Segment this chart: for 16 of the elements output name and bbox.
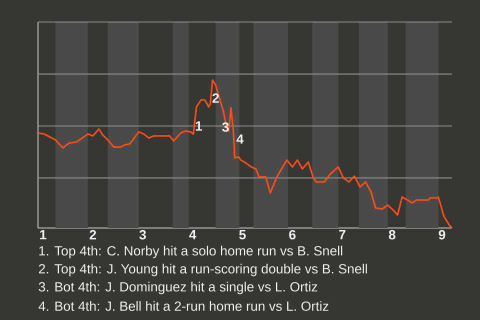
x-tick-label: 8: [388, 230, 396, 240]
text: 2. Top 4th: J. Young hit a run-scoring double vs B. Snell: [38, 264, 367, 276]
text: 1. Top 4th: C. Norby hit a solo home run vs B. Snell: [39, 246, 342, 258]
x-tick-label: 1: [40, 230, 46, 240]
text: 4. Bot 4th: J. Bell hit a 2-run home run vs L. Ortiz: [38, 301, 328, 311]
x-tick-label: 2: [90, 230, 96, 240]
text: 3. Bot 4th: J. Dominguez hit a single vs L. Ortiz: [38, 282, 318, 294]
x-tick-label: 5: [239, 230, 246, 240]
x-tick-label: 3: [139, 230, 146, 240]
annotation: 1: [196, 121, 202, 131]
annotation: 4: [236, 134, 244, 144]
x-tick-label: 9: [438, 230, 446, 240]
x-tick-label: 6: [289, 230, 296, 240]
x-tick-label: 4: [189, 230, 196, 240]
x-tick-label: 7: [339, 230, 346, 240]
annotation: 2: [212, 93, 219, 103]
